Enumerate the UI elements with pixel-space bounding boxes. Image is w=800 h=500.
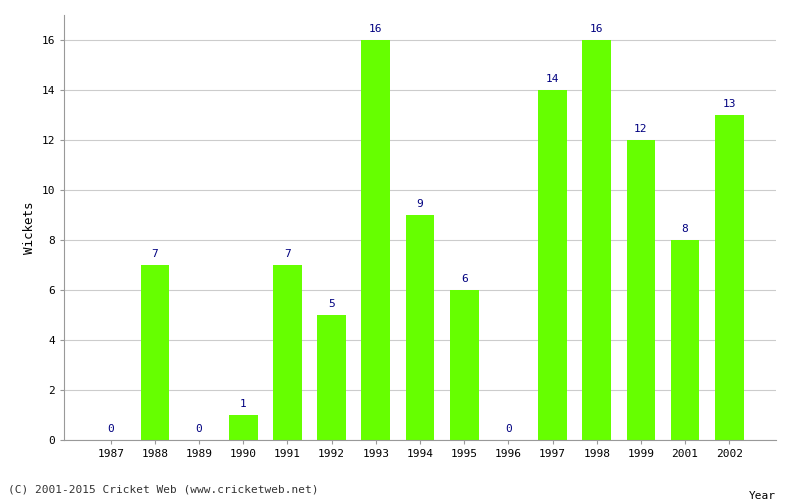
Text: Year: Year [749, 491, 776, 500]
Bar [670, 240, 699, 440]
Text: 6: 6 [461, 274, 467, 284]
Text: 14: 14 [546, 74, 559, 84]
Text: (C) 2001-2015 Cricket Web (www.cricketweb.net): (C) 2001-2015 Cricket Web (www.cricketwe… [8, 485, 318, 495]
Text: 0: 0 [505, 424, 512, 434]
Text: 7: 7 [284, 248, 291, 259]
Bar [582, 40, 611, 440]
Text: 0: 0 [196, 424, 202, 434]
Y-axis label: Wickets: Wickets [23, 201, 36, 254]
Text: 8: 8 [682, 224, 689, 234]
Bar [229, 415, 258, 440]
Bar [626, 140, 655, 440]
Bar [538, 90, 567, 440]
Bar [450, 290, 478, 440]
Text: 7: 7 [151, 248, 158, 259]
Text: 13: 13 [722, 99, 736, 109]
Text: 16: 16 [590, 24, 603, 34]
Bar [715, 115, 744, 440]
Bar [273, 265, 302, 440]
Text: 9: 9 [417, 198, 423, 209]
Bar [362, 40, 390, 440]
Bar [141, 265, 170, 440]
Bar [406, 215, 434, 440]
Text: 12: 12 [634, 124, 648, 134]
Text: 0: 0 [107, 424, 114, 434]
Bar [318, 315, 346, 440]
Text: 5: 5 [328, 298, 335, 308]
Text: 1: 1 [240, 399, 246, 409]
Text: 16: 16 [369, 24, 382, 34]
